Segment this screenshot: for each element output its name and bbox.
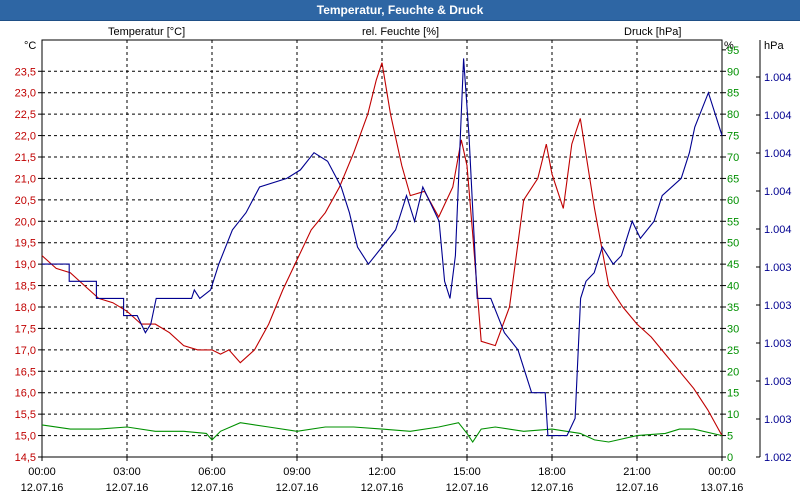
date-tick-label: 12.07.16 (531, 482, 574, 494)
date-tick-label: 12.07.16 (276, 482, 319, 494)
legend-humidity: rel. Feuchte [%] (362, 26, 439, 38)
humidity-tick-label: 5 (727, 431, 733, 443)
series-line-rel-feuchte (41, 422, 723, 443)
pressure-unit-label: hPa (764, 40, 784, 52)
temp-unit-label: °C (24, 40, 36, 52)
humidity-tick-label: 40 (727, 281, 739, 293)
date-tick-label: 12.07.16 (21, 482, 64, 494)
humidity-tick-label: 85 (727, 88, 739, 100)
time-axis: 00:00 12.07.16 03:00 12.07.16 06:00 12.07.16 0… (21, 457, 744, 494)
humidity-tick-label: 10 (727, 409, 739, 421)
temp-tick-label: 21,0 (15, 173, 36, 185)
humidity-tick-label: 80 (727, 109, 739, 121)
temp-tick-label: 23,5 (15, 66, 36, 78)
pressure-tick-label: 1.004 (764, 72, 792, 84)
humidity-tick-label: 30 (727, 323, 739, 335)
humidity-tick-label: 15 (727, 388, 739, 400)
humidity-axis: 0 5 10 15 20 25 30 35 40 45 50 55 60 65 70 75 80 85 90 95 (722, 45, 739, 464)
time-tick-label: 00:00 (28, 466, 56, 478)
temp-tick-label: 17,0 (15, 345, 36, 357)
chart: °C % hPa Temperatur [°C] rel. Feuchte [%… (15, 26, 792, 494)
pressure-tick-label: 1.003 (764, 376, 792, 388)
date-tick-label: 12.07.16 (191, 482, 234, 494)
date-tick-label: 12.07.16 (106, 482, 149, 494)
time-tick-label: 15:00 (453, 466, 481, 478)
temp-tick-label: 15,5 (15, 409, 36, 421)
grid (41, 39, 723, 458)
legend-pressure: Druck [hPa] (624, 26, 681, 38)
pressure-tick-label: 1.004 (764, 224, 792, 236)
humidity-tick-label: 70 (727, 152, 739, 164)
temp-tick-label: 22,0 (15, 131, 36, 143)
time-tick-label: 12:00 (368, 466, 396, 478)
temp-axis: 14,5 15,0 15,5 16,0 16,5 17,0 17,5 18,0 18,5 19,0… (15, 66, 42, 464)
humidity-tick-label: 20 (727, 366, 739, 378)
pressure-axis: 1.002 1.003 1.003 1.003 1.003 1.003 1.004 1.004… (756, 40, 792, 464)
time-tick-label: 06:00 (198, 466, 226, 478)
legend-temperature: Temperatur [°C] (108, 26, 185, 38)
pressure-tick-label: 1.004 (764, 110, 792, 122)
temp-tick-label: 20,5 (15, 195, 36, 207)
humidity-unit-label: % (724, 40, 734, 52)
time-tick-label: 21:00 (623, 466, 651, 478)
humidity-tick-label: 95 (727, 45, 739, 57)
series-line-druck (42, 58, 723, 437)
humidity-tick-label: 0 (727, 452, 733, 464)
humidity-tick-label: 25 (727, 345, 739, 357)
temp-tick-label: 18,5 (15, 281, 36, 293)
date-tick-label: 12.07.16 (361, 482, 404, 494)
temp-tick-label: 21,5 (15, 152, 36, 164)
temp-tick-label: 17,5 (15, 323, 36, 335)
temp-tick-label: 23,0 (15, 88, 36, 100)
pressure-tick-label: 1.002 (764, 452, 792, 464)
temp-tick-label: 14,5 (15, 452, 36, 464)
date-tick-label: 12.07.16 (616, 482, 659, 494)
time-tick-label: 03:00 (113, 466, 141, 478)
temp-tick-label: 15,0 (15, 431, 36, 443)
temp-tick-label: 16,0 (15, 388, 36, 400)
humidity-tick-label: 60 (727, 195, 739, 207)
humidity-tick-label: 65 (727, 173, 739, 185)
date-tick-label: 12.07.16 (446, 482, 489, 494)
pressure-tick-label: 1.003 (764, 338, 792, 350)
pressure-tick-label: 1.004 (764, 148, 792, 160)
pressure-tick-label: 1.003 (764, 414, 792, 426)
humidity-tick-label: 55 (727, 216, 739, 228)
humidity-tick-label: 75 (727, 131, 739, 143)
series (41, 58, 723, 443)
series-line-temperatur (41, 62, 723, 436)
temp-tick-label: 20,0 (15, 216, 36, 228)
humidity-tick-label: 35 (727, 302, 739, 314)
pressure-tick-label: 1.003 (764, 300, 792, 312)
temp-tick-label: 19,0 (15, 259, 36, 271)
date-tick-label: 13.07.16 (701, 482, 744, 494)
window-title: Temperatur, Feuchte & Druck (0, 0, 800, 21)
temp-tick-label: 16,5 (15, 366, 36, 378)
pressure-tick-label: 1.004 (764, 186, 792, 198)
humidity-tick-label: 50 (727, 238, 739, 250)
humidity-tick-label: 45 (727, 259, 739, 271)
pressure-tick-label: 1.003 (764, 262, 792, 274)
temp-tick-label: 18,0 (15, 302, 36, 314)
temp-tick-label: 19,5 (15, 238, 36, 250)
temp-tick-label: 22,5 (15, 109, 36, 121)
humidity-tick-label: 90 (727, 66, 739, 78)
time-tick-label: 00:00 (708, 466, 736, 478)
time-tick-label: 09:00 (283, 466, 311, 478)
time-tick-label: 18:00 (538, 466, 566, 478)
